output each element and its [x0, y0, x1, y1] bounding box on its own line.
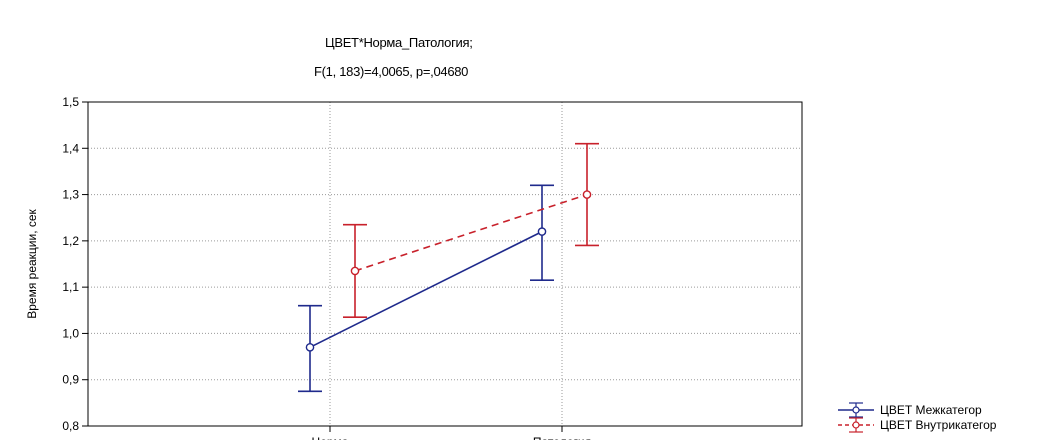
legend-item-1: ЦВЕТ Межкатегор	[838, 402, 982, 418]
y-axis-label: Время реакции, сек	[25, 208, 39, 318]
series-layer	[298, 142, 599, 393]
y-tick-label: 1,1	[62, 280, 79, 294]
series-1	[298, 184, 554, 393]
x-ticks: Норма Патология	[312, 426, 591, 445]
data-point	[582, 190, 592, 199]
plot-frame	[87, 101, 803, 427]
series-line	[309, 230, 543, 349]
legend-marker	[852, 421, 860, 429]
data-point	[537, 227, 547, 236]
gridlines	[88, 101, 802, 427]
y-tick-label: 1,0	[62, 326, 79, 340]
data-point	[305, 343, 315, 352]
chart-title: ЦВЕТ*Норма_Патология;	[325, 35, 473, 50]
y-tick-label: 1,5	[62, 95, 79, 109]
chart-subtitle: F(1, 183)=4,0065, p=,04680	[314, 64, 468, 79]
series-2	[343, 142, 599, 319]
legend-label: ЦВЕТ Межкатегор	[880, 403, 982, 417]
y-tick-label: 1,2	[62, 234, 79, 248]
y-ticks: 1,5 1,4 1,3 1,2 1,1 1,0 0,9 0,8	[62, 95, 88, 433]
data-point	[350, 266, 360, 276]
y-tick-label: 0,9	[62, 373, 79, 387]
x-tick-label: Патология	[533, 435, 591, 440]
x-tick-label: Норма	[312, 435, 349, 440]
series-line	[354, 193, 588, 272]
y-tick-label: 0,8	[62, 419, 79, 433]
y-tick-label: 1,3	[62, 188, 79, 202]
legend-item-2: ЦВЕТ Внутрикатегор	[838, 417, 997, 433]
legend-marker	[852, 406, 860, 414]
y-tick-label: 1,4	[62, 141, 79, 155]
legend-label: ЦВЕТ Внутрикатегор	[880, 418, 997, 432]
